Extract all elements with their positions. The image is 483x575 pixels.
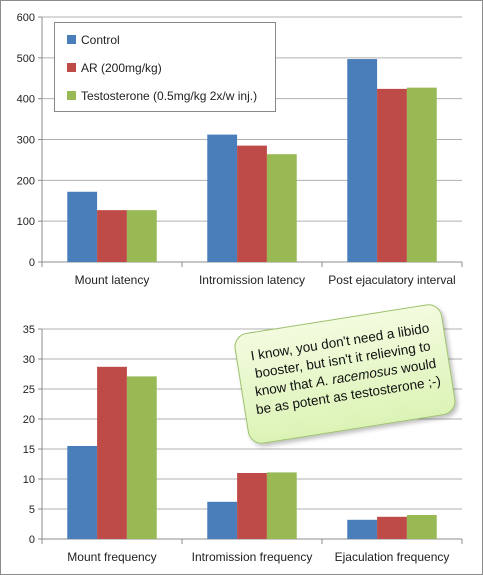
category-label: Intromission frequency [192, 550, 313, 564]
bar-control-0 [67, 191, 98, 262]
y-tick-label: 600 [17, 12, 35, 24]
y-tick-label: 500 [17, 53, 35, 65]
y-tick-label: 0 [29, 257, 35, 269]
legend-swatch-ar [67, 63, 76, 72]
bar-control-2 [347, 519, 378, 539]
category-label: Post ejaculatory interval [328, 273, 455, 287]
bar-control-1 [207, 134, 238, 262]
bar-control-2 [347, 59, 378, 262]
category-label: Mount latency [75, 273, 150, 287]
category-label: Intromission latency [199, 273, 305, 287]
legend-label-control: Control [81, 33, 120, 47]
legend-swatch-control [67, 35, 76, 44]
bar-testosterone-2 [406, 515, 437, 539]
y-tick-label: 100 [17, 216, 35, 228]
y-tick-label: 300 [17, 135, 35, 147]
bar-testosterone-1 [266, 472, 297, 539]
bar-ar-1 [237, 473, 267, 539]
bar-testosterone-1 [266, 154, 297, 262]
legend-swatch-testosterone [67, 91, 76, 100]
y-tick-label: 35 [23, 324, 35, 336]
bar-ar-1 [237, 145, 267, 262]
y-tick-label: 10 [23, 474, 35, 486]
legend-label-testosterone: Testosterone (0.5mg/kg 2x/w inj.) [81, 89, 258, 103]
y-tick-label: 5 [29, 504, 35, 516]
legend-item-control: Control [67, 32, 120, 48]
bar-testosterone-0 [126, 210, 157, 262]
bar-ar-0 [97, 210, 127, 262]
y-tick-label: 30 [23, 354, 35, 366]
legend-item-testosterone: Testosterone (0.5mg/kg 2x/w inj.) [67, 88, 257, 104]
bar-ar-0 [97, 366, 127, 539]
bar-ar-2 [377, 516, 407, 539]
legend-label-ar: AR (200mg/kg) [81, 61, 162, 75]
y-tick-label: 400 [17, 94, 35, 106]
chart-legend: Control AR (200mg/kg) Testosterone (0.5m… [54, 22, 276, 112]
legend-item-ar: AR (200mg/kg) [67, 60, 162, 76]
bar-control-0 [67, 446, 98, 539]
latency-chart: 0 100 200 300 400 500 600 Mount latency Intromis… [17, 12, 463, 287]
category-label: Mount frequency [67, 550, 156, 564]
bar-testosterone-0 [126, 376, 157, 539]
bar-control-1 [207, 501, 238, 539]
bar-testosterone-2 [406, 87, 437, 263]
y-tick-label: 15 [23, 444, 35, 456]
y-tick-label: 0 [29, 534, 35, 546]
bar-ar-2 [377, 88, 407, 262]
y-tick-label: 200 [17, 175, 35, 187]
category-label: Ejaculation frequency [335, 550, 450, 564]
y-tick-label: 25 [23, 384, 35, 396]
y-tick-label: 20 [23, 414, 35, 426]
